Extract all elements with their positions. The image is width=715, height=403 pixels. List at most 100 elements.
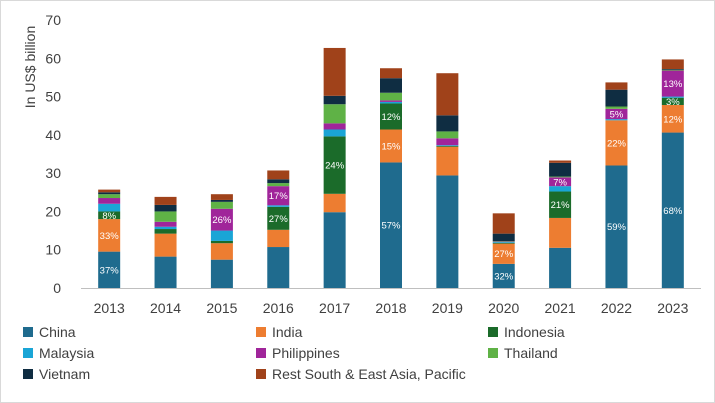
x-tick-label: 2015 [206,300,237,316]
bar-segment [380,129,402,163]
x-tick-label: 2022 [601,300,632,316]
legend-item: Philippines [256,344,340,362]
legend-swatch [256,327,266,337]
legend-swatch [488,327,498,337]
bar-segment [380,162,402,288]
y-tick-label: 60 [45,50,61,66]
legend-item: Thailand [488,344,558,362]
data-label: 12% [381,112,401,123]
bar-segment [661,69,684,71]
bar-segment [154,211,177,222]
bar-segment [154,221,177,227]
y-tick-label: 20 [45,203,61,219]
x-tick-label: 2018 [375,300,406,316]
bar-segment [380,103,402,130]
legend-label: Rest South & East Asia, Pacific [272,366,466,382]
legend-item: India [256,323,302,341]
bar-segment [492,233,515,242]
y-axis-title: In US$ billion [22,26,38,109]
legend-item: Indonesia [488,323,565,341]
bar-segment [267,186,290,206]
bar-segment [436,146,459,176]
bar-segment [267,183,290,187]
bar-segment [267,205,290,207]
bar-segment [210,240,233,244]
bar-segment [154,256,177,288]
bar-segment [323,95,346,105]
bar-segment [436,115,459,132]
bar-segment [98,211,121,220]
bar-segment [492,263,515,288]
bar-segment [323,47,346,96]
data-label: 5% [610,109,624,120]
legend-item: Vietnam [23,365,90,383]
bar-segment [98,194,121,199]
data-label: 27% [269,214,289,225]
legend-swatch [256,348,266,358]
data-label: 7% [553,177,567,188]
legend-label: China [39,324,76,340]
bar-segment [210,208,233,231]
bar-segment [267,247,290,288]
bar-segment [267,170,290,180]
bar-segment [210,259,233,288]
bar-segment [267,229,290,248]
bar-segment [436,138,459,146]
legend-item: Rest South & East Asia, Pacific [256,365,466,383]
bar-segment [661,69,684,70]
bar-segment [154,196,177,205]
data-label: 37% [100,265,120,276]
bar-segment [98,189,121,193]
legend-label: Philippines [272,345,340,361]
bar-segment [323,136,346,194]
bar-segment [661,96,684,98]
bar-segment [380,101,402,104]
data-label: 32% [494,271,514,282]
bar-segment [549,176,572,178]
x-tick-label: 2023 [657,300,688,316]
bar-segment [267,206,290,230]
bar-segment [154,229,177,234]
data-label: 68% [663,206,683,217]
bar-segment [605,108,628,120]
bar-segment [380,92,402,101]
data-label: 22% [607,138,627,149]
bar-segment [661,97,684,105]
bar-segment [436,131,459,139]
legend-label: Vietnam [39,366,91,382]
bar-segment [549,162,572,177]
data-label: 15% [381,141,401,152]
bar-segment [210,201,233,209]
data-label: 27% [494,249,514,260]
bar-segment [436,175,459,288]
data-label: 59% [607,222,627,233]
legend-item: China [23,323,76,341]
x-tick-label: 2013 [94,300,125,316]
bars-group: 37% 33% 8% 26% 27% 17% 24% 57% 15% 12% 32% 27% 21% 7%… [98,47,684,288]
bar-segment [210,194,233,200]
bar-segment [661,59,684,70]
bar-segment [605,89,628,107]
data-label: 21% [551,200,571,211]
bar-segment [323,193,346,213]
legend-swatch [488,348,498,358]
data-label: 33% [100,231,120,242]
legend-item: Malaysia [23,344,94,362]
bar-segment [210,230,233,241]
bar-segment [323,212,346,288]
data-label: 24% [325,161,345,172]
x-axis: 2013 2014 2015 2016 2017 2018 2019 2020 2021 2022… [81,288,701,316]
bar-segment [154,204,177,212]
bar-segment [661,70,684,97]
y-tick-label: 40 [45,127,61,143]
bar-segment [436,73,459,116]
bar-segment [154,226,177,230]
bar-segment [98,198,121,204]
x-tick-label: 2014 [150,300,181,316]
y-axis: 0 10 20 30 40 50 60 70 [45,12,61,296]
data-label: 26% [212,215,232,226]
legend-swatch [23,348,33,358]
bar-segment [267,179,290,184]
data-label: 12% [663,114,683,125]
x-tick-label: 2020 [488,300,519,316]
